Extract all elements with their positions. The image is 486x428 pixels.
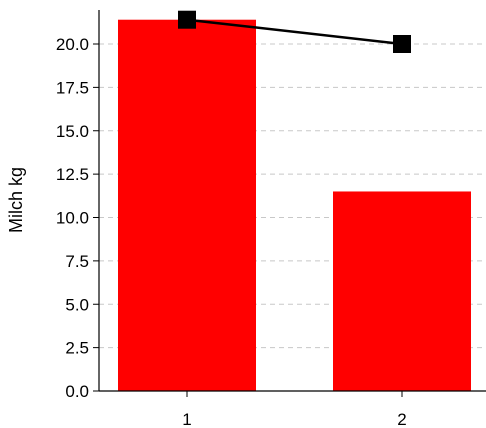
y-tick-label: 15.0 (56, 122, 89, 141)
y-tick-label: 5.0 (65, 295, 89, 314)
line-series (178, 10, 411, 53)
y-tick-label: 2.5 (65, 339, 89, 358)
x-tick-label: 1 (182, 410, 191, 428)
tick-labels: 0.0 2.5 5.0 7.5 10.0 12.5 15.0 17.5 20.0 1 2 (56, 35, 407, 428)
y-tick-label: 7.5 (65, 252, 89, 271)
y-axis-label: Milch kg (6, 167, 26, 233)
y-tick-label: 17.5 (56, 78, 89, 97)
data-point-marker (178, 10, 196, 29)
data-point-marker (393, 35, 411, 53)
axes (93, 10, 486, 397)
y-tick-label: 0.0 (65, 382, 89, 401)
series-line (186, 18, 403, 46)
bars (118, 19, 471, 392)
y-tick-label: 12.5 (56, 165, 89, 184)
y-tick-label: 10.0 (56, 209, 89, 228)
y-tick-label: 20.0 (56, 35, 89, 54)
x-tick-label: 2 (397, 410, 406, 428)
bar (118, 19, 256, 392)
bar (333, 191, 471, 391)
